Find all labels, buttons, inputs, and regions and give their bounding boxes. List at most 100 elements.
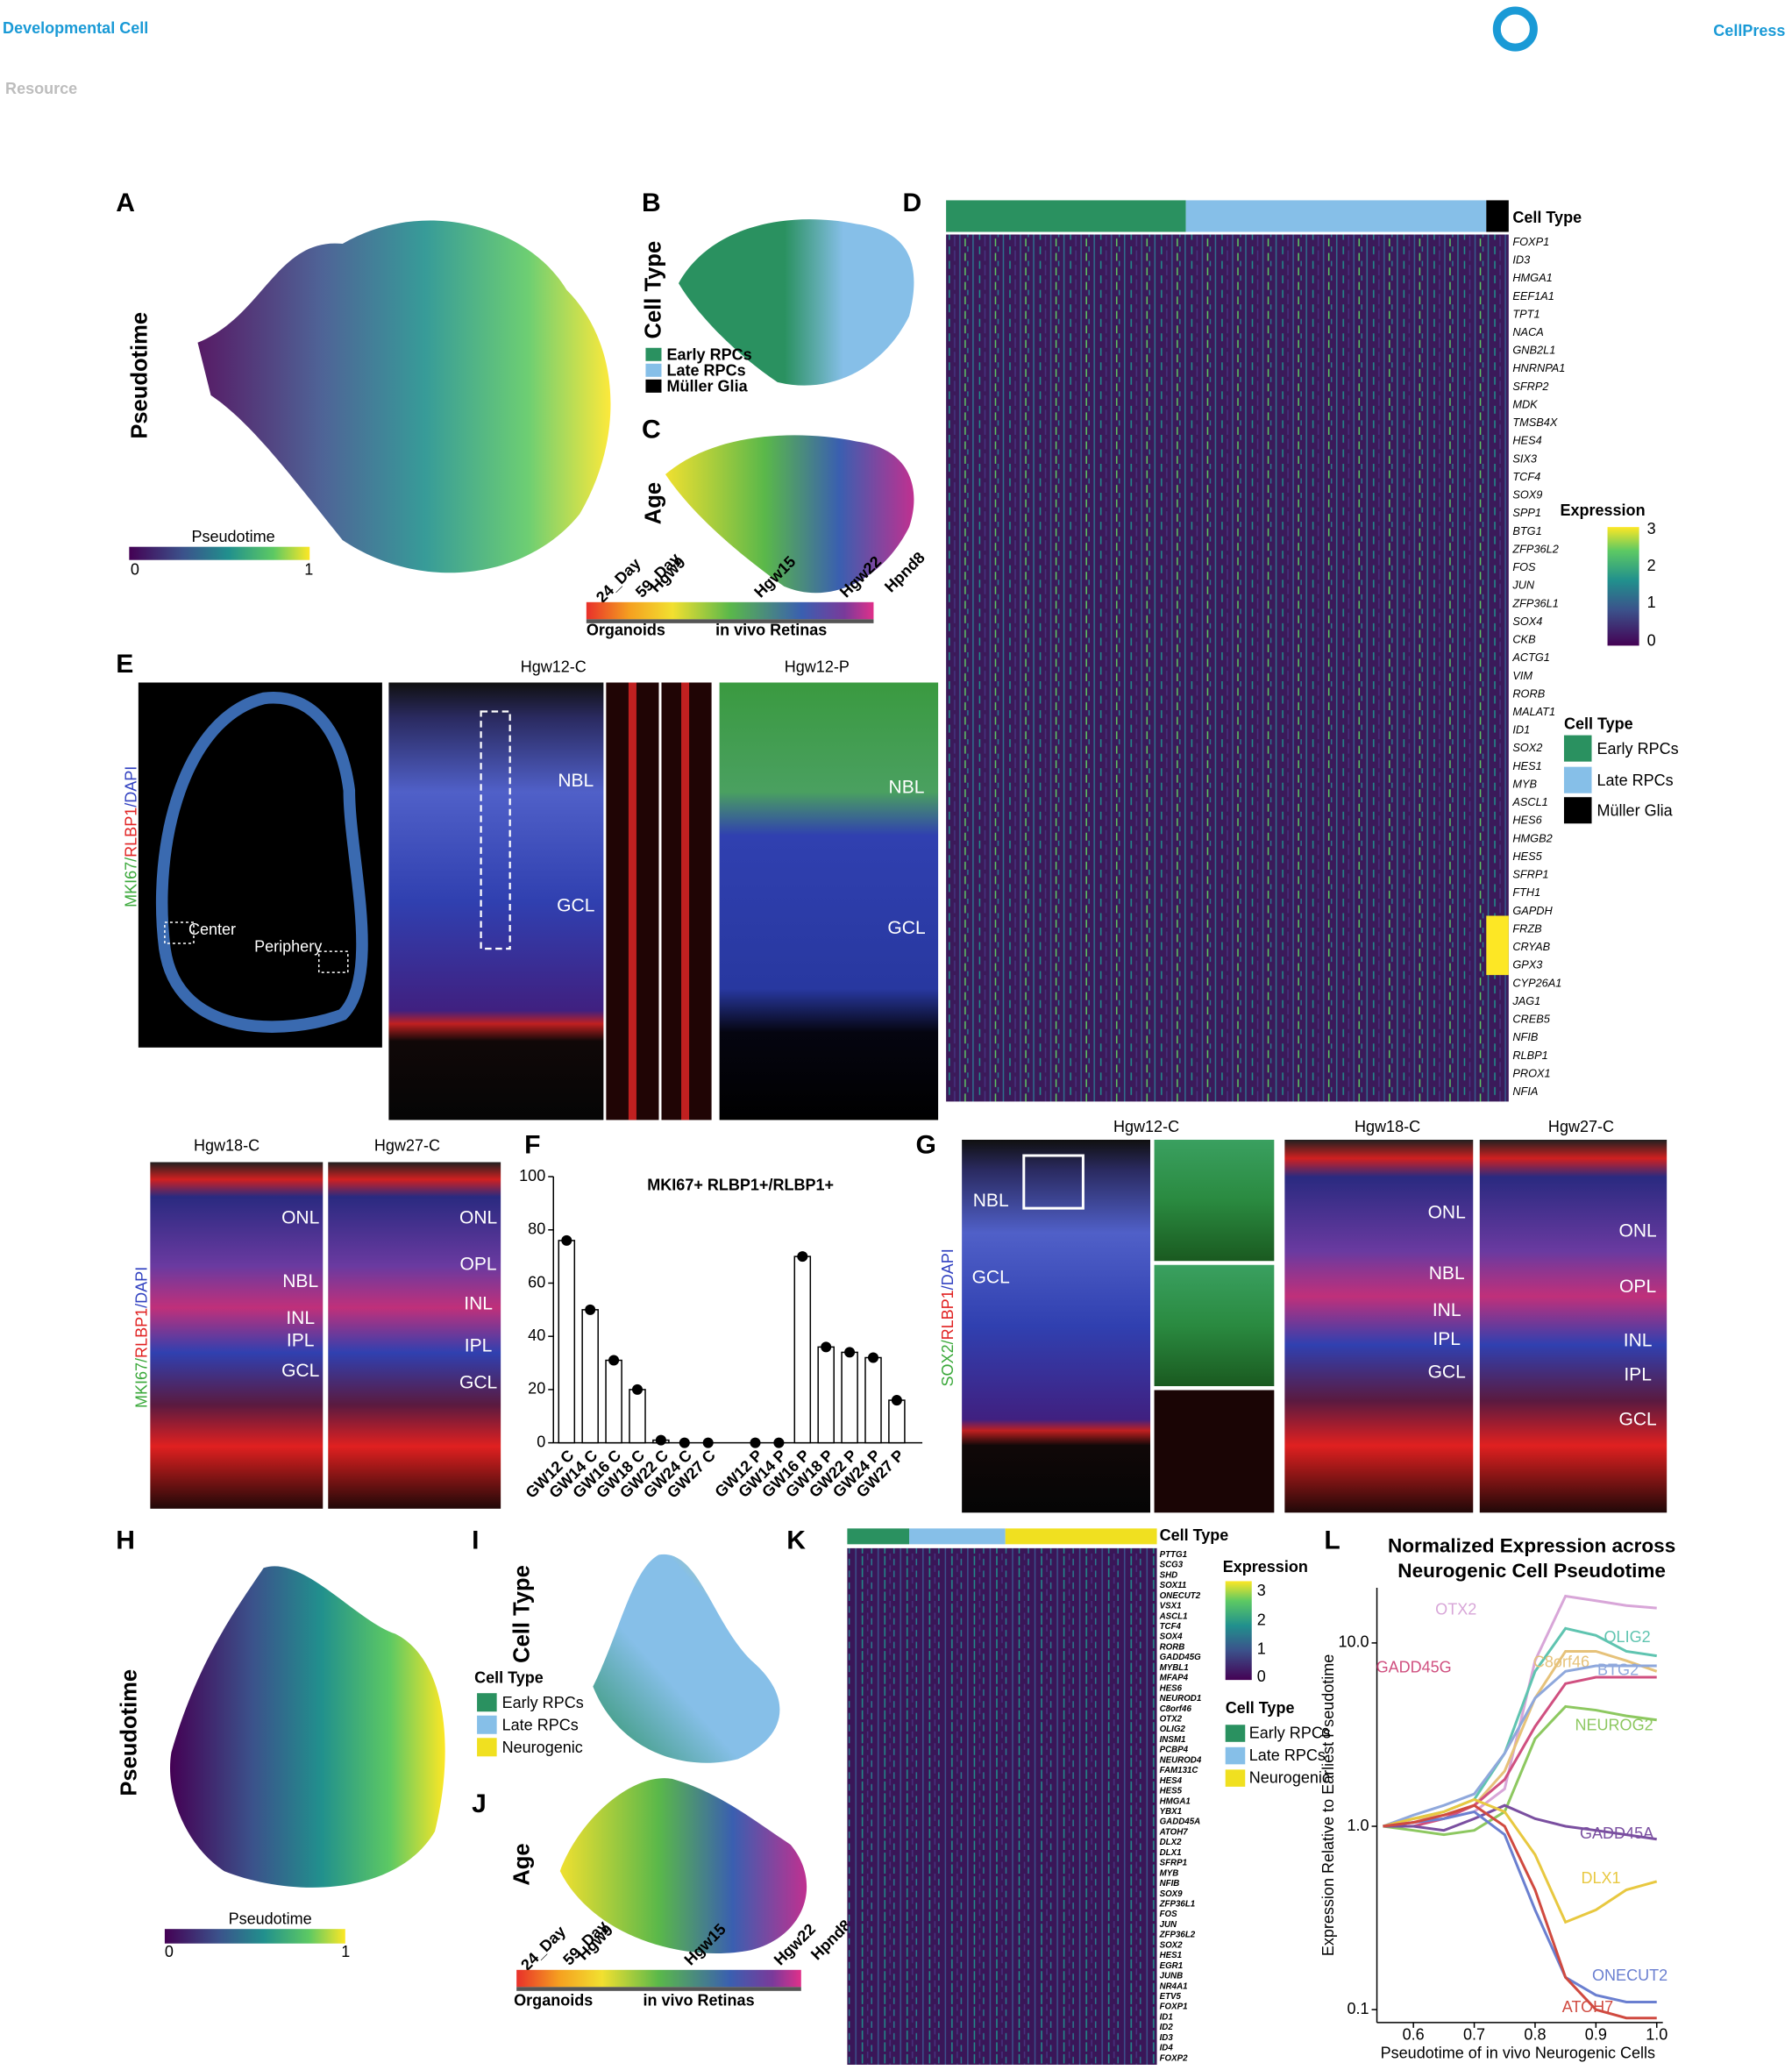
celltype-bar: [1185, 200, 1487, 232]
gene-label: FOS: [1160, 1910, 1178, 1919]
point: [867, 1352, 879, 1363]
legend-swatch: [1563, 735, 1592, 762]
point: [821, 1341, 832, 1353]
legend-title: Expression: [1560, 501, 1645, 519]
y-tick-label: 80: [528, 1220, 545, 1238]
panel-label: E: [116, 650, 133, 679]
bar: [605, 1359, 622, 1444]
heatmap: [847, 1547, 1157, 2065]
point: [773, 1437, 785, 1448]
x-axis-label: Pseudotime of in vivo Neurogenic Cells: [1381, 2045, 1655, 2062]
gene-label: HES5: [1512, 850, 1542, 863]
gene-label: EEF1A1: [1512, 289, 1554, 302]
layer-label: NBL: [558, 771, 594, 791]
axis-label: Cell Type: [509, 1565, 534, 1663]
gene-label: RORB: [1160, 1642, 1185, 1652]
gene-label: SFRP1: [1512, 868, 1548, 881]
layer-label: INL: [1433, 1300, 1461, 1320]
x-tick-label: 0.9: [1585, 2026, 1607, 2044]
bar: [581, 1309, 599, 1444]
series-label: GADD45A: [1580, 1825, 1653, 1842]
gene-label: NR4A1: [1160, 1981, 1188, 1991]
gene-label: SOX2: [1160, 1940, 1184, 1950]
gene-label: TPT1: [1512, 307, 1540, 320]
series-label: C8orf46: [1533, 1653, 1589, 1670]
legend-tick: 0: [1647, 632, 1656, 650]
gene-label: ID4: [1160, 2044, 1174, 2053]
group-bar: [516, 1987, 801, 1991]
x-tick-label: 1.0: [1646, 2026, 1668, 2044]
image-title: Hgw18-C: [1355, 1118, 1420, 1135]
bar: [817, 1346, 835, 1444]
gene-label: PROX1: [1512, 1066, 1550, 1079]
colorbar: [129, 546, 310, 560]
stain-label: MKI67/RLBP1/DAPI: [132, 1267, 150, 1408]
y-axis-label: Expression Relative to Earliest Pseudoti…: [1319, 1654, 1337, 1956]
line: [1383, 1649, 1658, 1828]
age-label: 24_Day: [593, 555, 644, 607]
umap: [665, 435, 914, 594]
gene-label: OTX2: [1160, 1715, 1183, 1725]
gene-label: SOX2: [1512, 741, 1542, 754]
gene-label: GAPDH: [1512, 904, 1553, 917]
gene-label: FOXP1: [1512, 235, 1549, 248]
y-tick-label: 0.1: [1347, 2000, 1369, 2017]
gene-label: HMGA1: [1160, 1796, 1191, 1806]
point: [891, 1395, 902, 1406]
title-box: Normalized Expression across Neurogenic …: [1388, 1535, 1675, 1583]
gene-label: ONECUT2: [1160, 1591, 1201, 1601]
gene-label: ZFP36L1: [1511, 596, 1559, 609]
umap: [593, 1554, 780, 1763]
legend-tick: 3: [1257, 1582, 1266, 1599]
legend-label: Müller Glia: [1597, 802, 1674, 820]
layer-label: ONL: [459, 1208, 497, 1228]
group-label: in vivo Retinas: [715, 622, 827, 639]
stain-label: SOX2/RLBP1/DAPI: [939, 1248, 956, 1386]
gene-label: FOS: [1512, 560, 1536, 573]
series-label: OTX2: [1435, 1600, 1476, 1618]
gene-label: OLIG2: [1160, 1725, 1186, 1734]
line: [1383, 1810, 1657, 2003]
gene-label: HES6: [1512, 814, 1542, 827]
age-label: 24_Day: [517, 1923, 569, 1974]
chart-title: MKI67+ RLBP1+/RLBP1+: [647, 1176, 834, 1193]
panel-label: B: [642, 189, 661, 217]
axis-label: Pseudotime: [128, 312, 153, 439]
gene-label: SOX9: [1160, 1889, 1184, 1899]
legend-tick: 1: [1257, 1640, 1266, 1657]
gene-label: MYB: [1512, 777, 1537, 790]
legend-title: Cell Type: [474, 1668, 544, 1686]
layer-label: GCL: [1428, 1362, 1466, 1383]
gene-label: DLX2: [1160, 1838, 1183, 1847]
stain: /DAPI: [132, 1267, 150, 1308]
stain: MKI67/: [132, 1358, 150, 1408]
gene-label: ID3: [1160, 2033, 1174, 2043]
gene-label: MYBL1: [1160, 1663, 1189, 1673]
gene-label: NFIB: [1160, 1879, 1180, 1889]
legend-label: Neurogenic: [1249, 1769, 1330, 1787]
panel-label: I: [472, 1526, 479, 1554]
gene-label: CRYAB: [1512, 940, 1550, 953]
bar: [793, 1256, 812, 1444]
gene-label: SOX4: [1512, 615, 1542, 628]
point: [797, 1251, 808, 1263]
gene-label: JUN: [1511, 579, 1535, 592]
legend-tick: 1: [1647, 594, 1656, 611]
legend-swatch: [645, 347, 662, 361]
celltype-title: Cell Type: [1512, 209, 1582, 226]
stain: RLBP1: [122, 807, 139, 857]
panel-label: G: [916, 1130, 936, 1159]
image: [962, 1139, 1151, 1513]
gene-label: HES4: [1160, 1776, 1183, 1786]
gene-label: VSX1: [1160, 1602, 1182, 1611]
point: [750, 1437, 761, 1448]
heatmap-block: [1486, 915, 1509, 976]
legend-tick: 2: [1257, 1611, 1266, 1628]
gene-label: SOX11: [1160, 1581, 1187, 1590]
colorbar: [1607, 527, 1639, 646]
legend-swatch: [1563, 766, 1592, 793]
axis-label: Pseudotime: [117, 1669, 142, 1796]
image: [719, 682, 939, 1120]
y-tick-label: 10.0: [1338, 1633, 1369, 1651]
gene-label: FOXP2: [1160, 2053, 1189, 2063]
